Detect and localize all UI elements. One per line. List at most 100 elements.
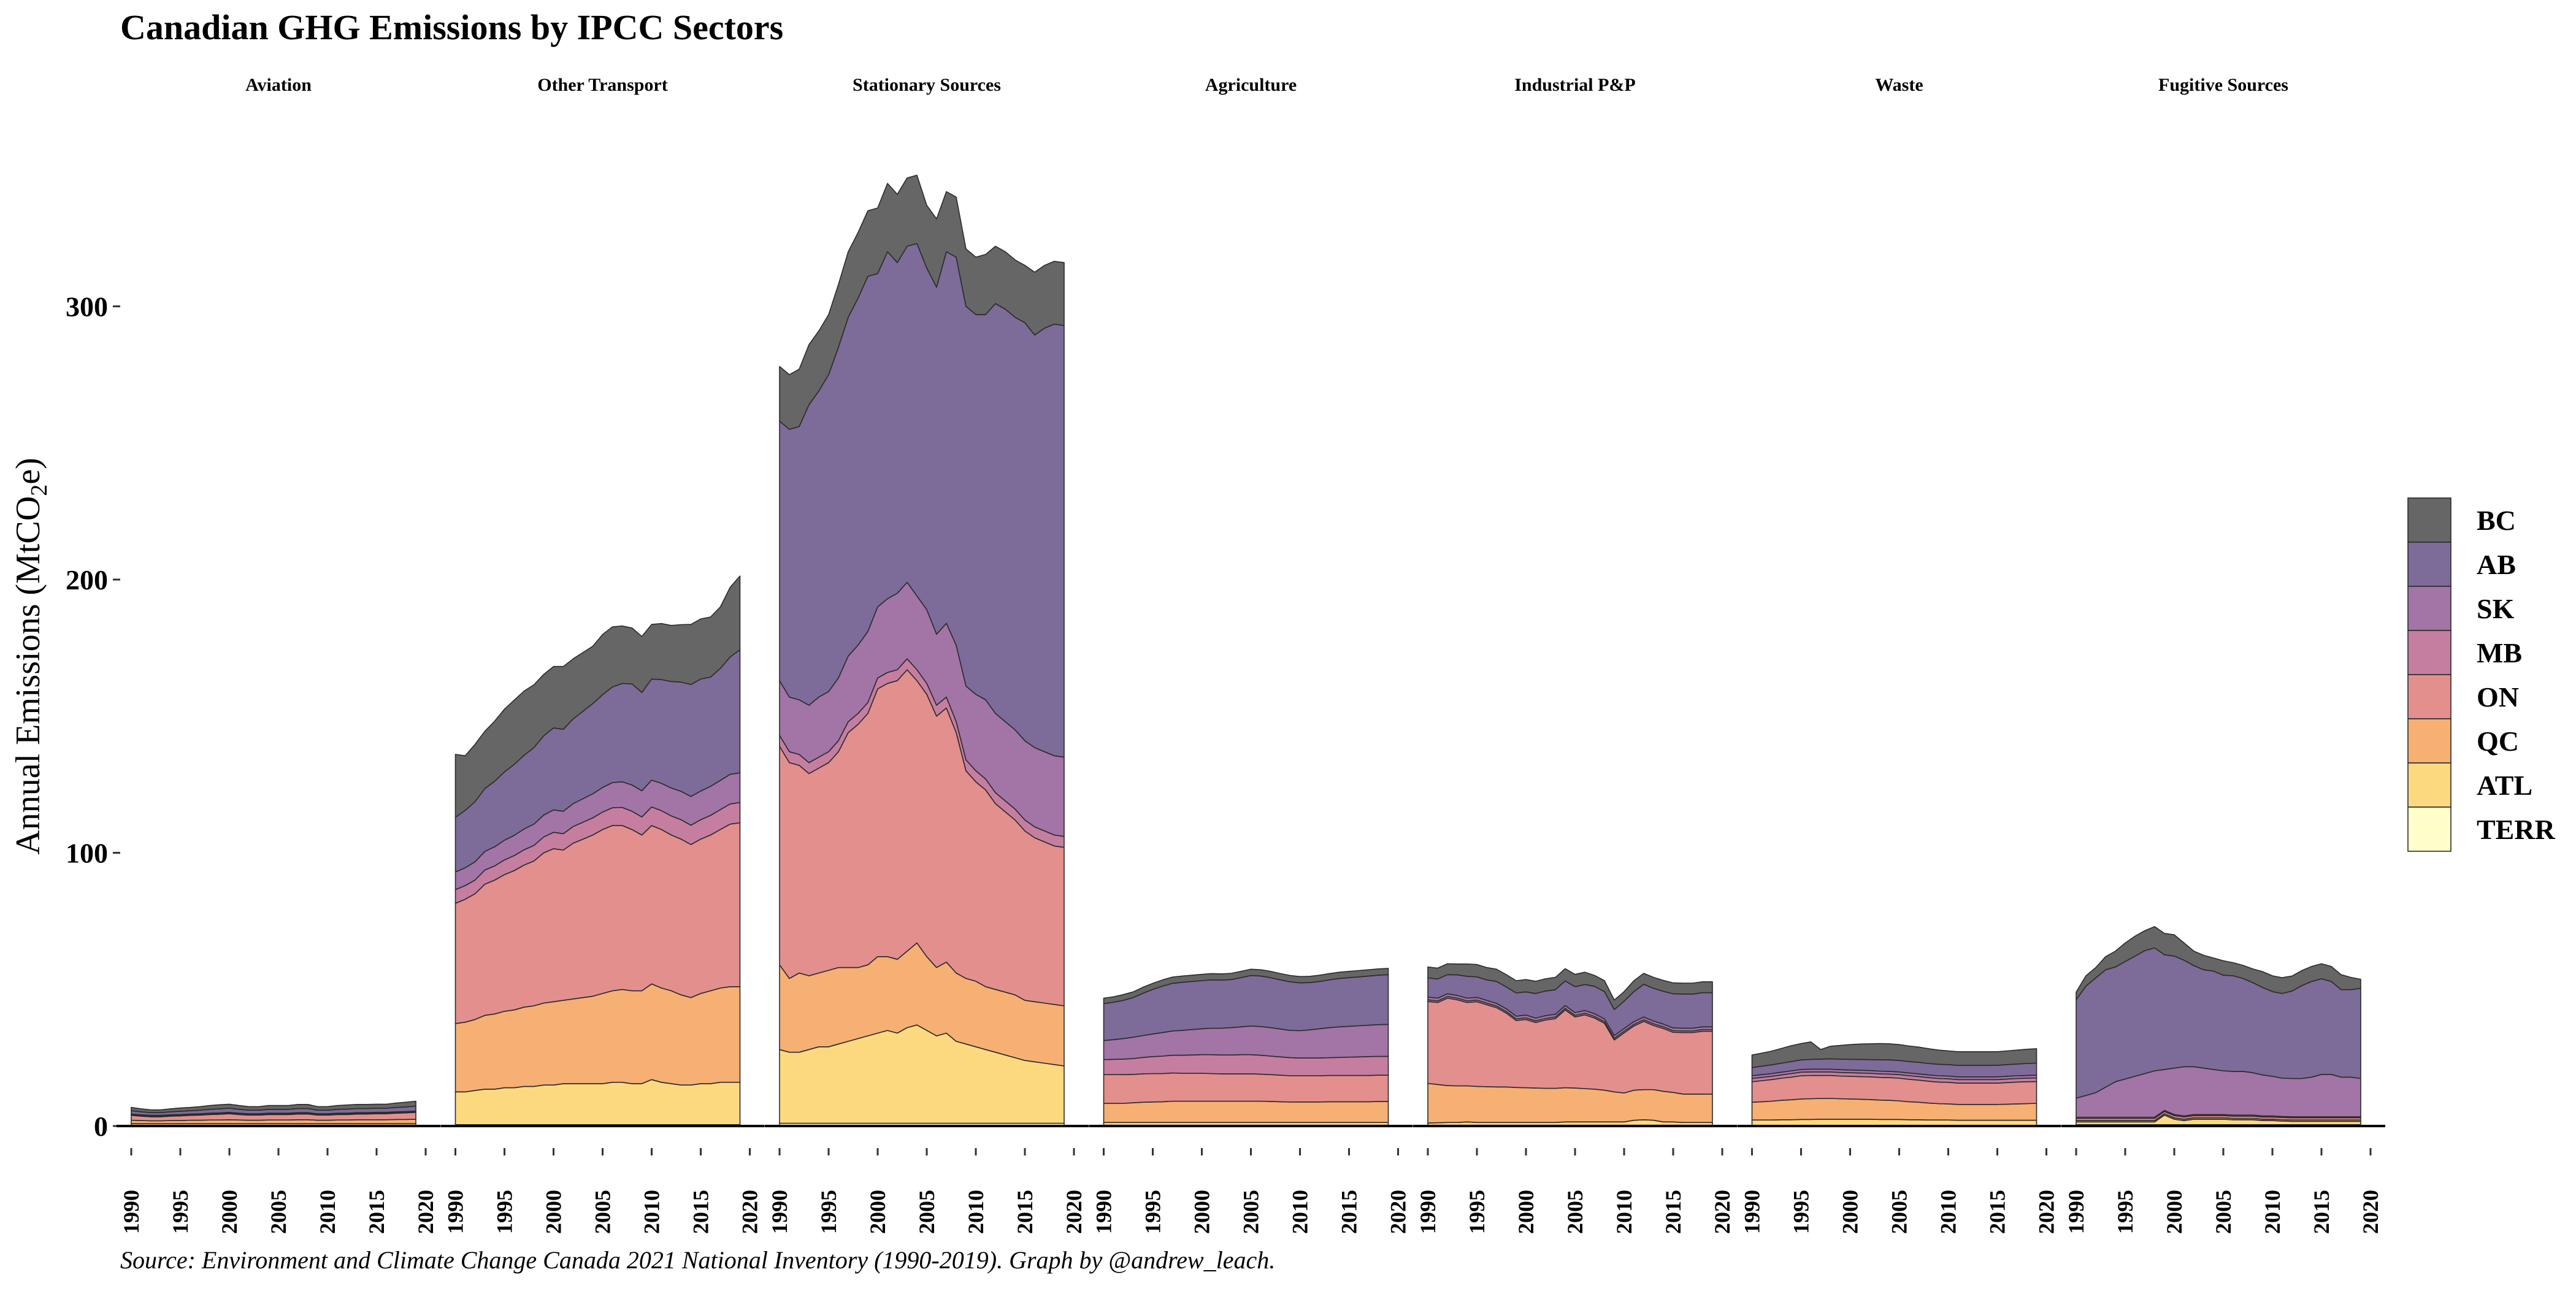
x-tick-label: 2005: [1563, 1190, 1587, 1234]
legend-swatch-on: [2407, 674, 2451, 719]
area-bc: [1751, 1041, 2037, 1068]
x-tick-label: 2015: [1985, 1190, 2010, 1234]
area-bc: [2076, 926, 2361, 1000]
x-tick-label: 2020: [1386, 1190, 1411, 1234]
x-tick-label: 2000: [865, 1190, 890, 1234]
y-tick-label: 100: [66, 838, 108, 869]
facet-strip-label: Agriculture: [1205, 75, 1297, 95]
x-tick-label: 2015: [1013, 1190, 1037, 1234]
legend-swatch-mb: [2407, 630, 2451, 675]
x-tick-label: 2000: [1190, 1190, 1214, 1234]
x-tick-label: 2005: [2211, 1190, 2236, 1234]
x-tick-label: 2020: [1062, 1190, 1086, 1234]
x-tick-label: 2010: [1288, 1190, 1313, 1234]
facet-strip-label: Aviation: [245, 75, 312, 95]
x-tick-label: 2005: [1887, 1190, 1912, 1234]
area-mb: [1103, 1054, 1389, 1076]
facet-strip-label: Waste: [1875, 75, 1923, 95]
legend-label: SK: [2477, 593, 2515, 624]
facet-strip-label: Fugitive Sources: [2158, 75, 2288, 95]
x-tick-label: 2010: [1936, 1190, 1961, 1234]
facet-panel: Industrial P&P 1990 1995 2000 2005 2010 2015 20…: [1413, 75, 1737, 1234]
legend-label: QC: [2477, 726, 2519, 757]
chart-caption: Source: Environment and Climate Change C…: [120, 1246, 1275, 1274]
x-tick-label: 2015: [1337, 1190, 1362, 1234]
facet-panel: Aviation 1990 1995 2000 2005 2010 2015 2020: [117, 75, 440, 1234]
legend-swatch-bc: [2407, 497, 2451, 543]
legend-label: TERR: [2477, 814, 2556, 845]
facet-strip-label: Other Transport: [537, 75, 668, 95]
area-bc: [131, 1100, 416, 1113]
legend-swatch-terr: [2407, 806, 2451, 852]
x-tick-label: 2000: [542, 1190, 566, 1234]
x-tick-label: 2000: [217, 1190, 242, 1234]
facet-panel: Stationary Sources 1990 1995 2000 2005 2010 20…: [765, 75, 1089, 1234]
area-on: [1103, 1072, 1389, 1104]
x-tick-label: 1995: [1789, 1190, 1814, 1234]
x-tick-label: 2015: [1661, 1190, 1685, 1234]
chart-title: Canadian GHG Emissions by IPCC Sectors: [120, 7, 783, 47]
x-tick-label: 1990: [767, 1190, 792, 1234]
y-axis-label: Annual Emissions (MtCO2e): [9, 458, 52, 854]
x-tick-label: 2010: [964, 1190, 988, 1234]
legend-swatch-ab: [2407, 542, 2451, 587]
x-tick-label: 2020: [738, 1190, 762, 1234]
facet-panels: Aviation 1990 1995 2000 2005 2010 2015 2020 Othe…: [117, 75, 2385, 1234]
legend-swatch-qc: [2407, 718, 2451, 764]
x-tick-label: 2020: [2034, 1190, 2059, 1234]
legend-label: ON: [2477, 681, 2519, 713]
facet-panel: Waste 1990 1995 2000 2005 2010 2015 2020: [1737, 75, 2061, 1234]
y-axis-label-subscript: 2: [26, 485, 52, 496]
y-tick-label: 0: [94, 1111, 108, 1142]
area-bc: [779, 174, 1065, 430]
x-tick-label: 1995: [816, 1190, 841, 1234]
x-tick-label: 1995: [1141, 1190, 1165, 1234]
facet-strip-label: Stationary Sources: [853, 75, 1001, 95]
x-tick-label: 2020: [1710, 1190, 1735, 1234]
y-axis-label-main: Annual Emissions (MtCO: [9, 496, 47, 855]
y-tick-label: 300: [66, 291, 108, 323]
facet-panel: Agriculture 1990 1995 2000 2005 2010 2015 2020: [1089, 75, 1413, 1234]
x-tick-label: 2010: [1612, 1190, 1636, 1234]
x-tick-label: 2005: [591, 1190, 615, 1234]
legend-label: MB: [2477, 637, 2522, 668]
legend: BC AB SK MB ON QC ATL TERR: [2407, 497, 2556, 852]
x-tick-label: 2015: [364, 1190, 389, 1234]
area-bc: [1427, 963, 1713, 1010]
facet-strip-label: Industrial P&P: [1514, 75, 1636, 95]
legend-label: ATL: [2477, 770, 2532, 801]
facet-panel: Fugitive Sources 1990 1995 2000 2005 2010 2015…: [2061, 75, 2385, 1234]
x-tick-label: 1995: [168, 1190, 193, 1234]
x-tick-label: 2010: [2260, 1190, 2285, 1234]
x-tick-label: 2005: [1239, 1190, 1263, 1234]
x-tick-label: 2010: [315, 1190, 340, 1234]
legend-swatch-sk: [2407, 586, 2451, 631]
x-tick-label: 2005: [914, 1190, 939, 1234]
x-tick-label: 2015: [689, 1190, 713, 1234]
y-tick-label: 200: [66, 564, 108, 596]
x-tick-label: 1995: [1465, 1190, 1489, 1234]
x-tick-label: 1990: [1740, 1190, 1765, 1234]
x-tick-label: 1995: [493, 1190, 517, 1234]
y-axis-label-tail: e): [9, 458, 47, 485]
x-tick-label: 1995: [2113, 1190, 2137, 1234]
x-tick-label: 2020: [413, 1190, 438, 1234]
x-tick-label: 2000: [2162, 1190, 2187, 1234]
area-bc: [1103, 968, 1389, 1005]
x-tick-label: 2005: [266, 1190, 291, 1234]
area-qc: [1103, 1100, 1389, 1123]
legend-swatch-atl: [2407, 762, 2451, 808]
y-axis: 0 100 200 300: [66, 291, 120, 1142]
x-tick-label: 1990: [2064, 1190, 2088, 1234]
x-tick-label: 1990: [443, 1190, 468, 1234]
area-bc: [454, 575, 741, 818]
x-tick-label: 2015: [2309, 1190, 2334, 1234]
x-tick-label: 2010: [640, 1190, 664, 1234]
x-tick-label: 1990: [119, 1190, 144, 1234]
legend-label: AB: [2477, 549, 2516, 580]
x-tick-label: 1990: [1416, 1190, 1440, 1234]
x-tick-label: 2000: [1514, 1190, 1538, 1234]
legend-label: BC: [2477, 505, 2516, 536]
